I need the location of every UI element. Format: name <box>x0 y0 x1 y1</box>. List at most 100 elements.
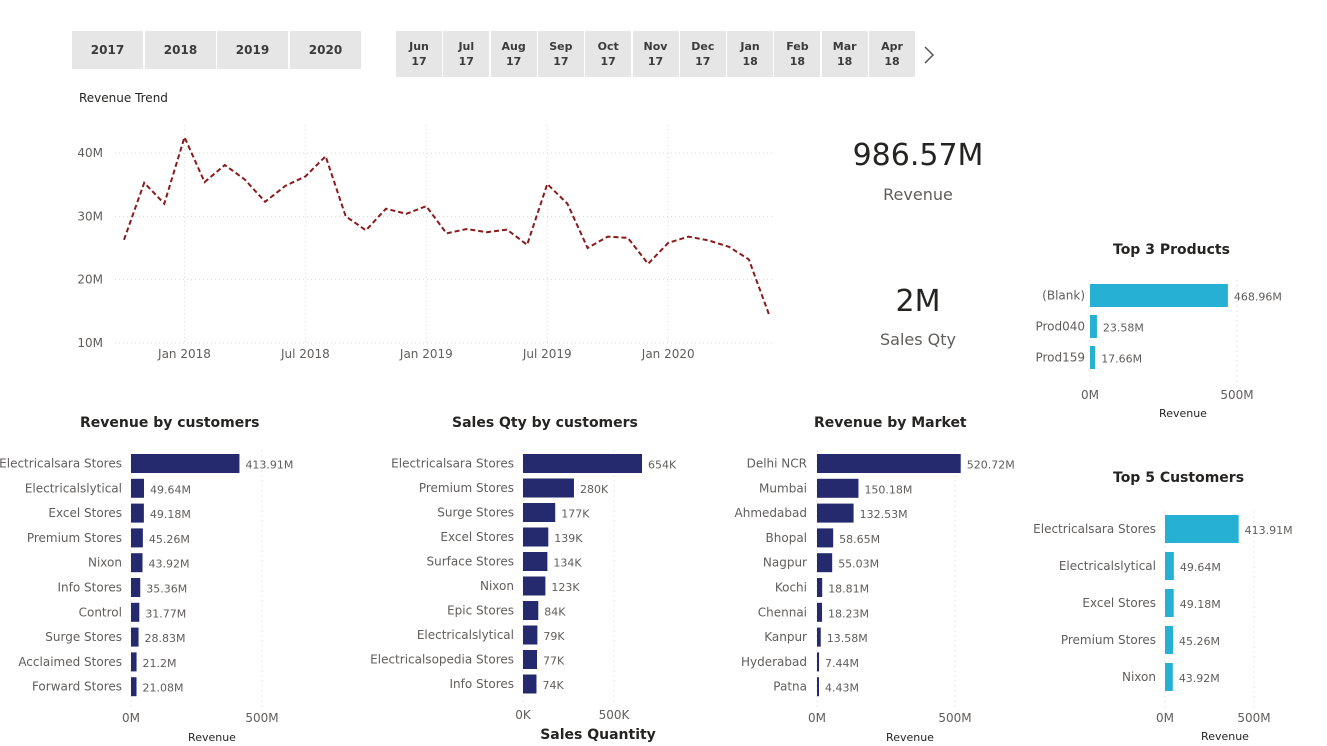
month-button[interactable]: Jul 17 <box>443 31 490 77</box>
data-label: 21.08M <box>143 682 184 695</box>
data-label: 654K <box>648 459 677 472</box>
category-label: Excel Stores <box>1082 596 1156 610</box>
revenue-by-customers-title: Revenue by customers <box>80 415 260 431</box>
category-label: Nixon <box>1122 670 1156 684</box>
revenue-by-market-title: Revenue by Market <box>814 415 967 431</box>
month-button[interactable]: Mar 18 <box>821 31 868 77</box>
category-label: Nixon <box>88 556 122 570</box>
category-label: Delhi NCR <box>747 457 807 471</box>
category-label: Electricalslytical <box>1059 559 1156 573</box>
y-tick-label: 30M <box>77 209 103 223</box>
category-label: Ahmedabad <box>735 506 807 520</box>
data-label: 45.26M <box>1179 635 1220 648</box>
year-button-2017[interactable]: 2017 <box>72 31 143 69</box>
bar <box>131 652 137 672</box>
bar <box>523 576 546 596</box>
month-button[interactable]: Dec 17 <box>679 31 726 77</box>
category-label: Mumbai <box>759 481 807 495</box>
x-tick-label: 500M <box>938 711 971 725</box>
month-button[interactable]: Sep 17 <box>537 31 584 77</box>
data-label: 134K <box>553 557 582 570</box>
bar <box>523 527 549 547</box>
month-button[interactable]: Aug 17 <box>490 31 537 77</box>
year-button-2019[interactable]: 2019 <box>217 31 288 69</box>
bar <box>1090 284 1228 307</box>
month-button[interactable]: Jun 17 <box>396 31 442 77</box>
month-year: 17 <box>505 55 522 68</box>
month-year: 18 <box>837 55 853 68</box>
data-label: 7.44M <box>825 657 859 670</box>
category-label: Kanpur <box>764 630 807 644</box>
category-label: Surge Stores <box>437 506 514 520</box>
kpi-revenue-value: 986.57M <box>852 138 984 173</box>
month-year: 17 <box>411 55 427 68</box>
bar <box>817 553 833 573</box>
category-label: Bhopal <box>766 531 807 545</box>
x-tick-label: 500K <box>599 708 631 722</box>
month-button[interactable]: Nov 17 <box>632 31 679 77</box>
bar <box>131 578 141 597</box>
bar <box>131 627 139 647</box>
data-label: 13.58M <box>827 632 868 645</box>
bar <box>131 602 140 622</box>
data-label: 31.77M <box>145 607 186 620</box>
month-year: 17 <box>600 55 616 68</box>
year-button-2018[interactable]: 2018 <box>145 31 216 69</box>
month-button[interactable]: Feb 18 <box>774 31 821 77</box>
bar <box>131 553 143 573</box>
category-label: Nagpur <box>763 556 807 570</box>
month-button[interactable]: Jan 18 <box>727 31 774 77</box>
data-label: 35.36M <box>146 583 187 596</box>
category-label: Prod159 <box>1035 351 1085 365</box>
year-label: 2018 <box>163 43 198 57</box>
bar <box>523 478 574 498</box>
month-name: Jun <box>409 40 429 53</box>
bar <box>817 677 819 697</box>
data-label: 413.91M <box>1245 524 1293 537</box>
x-tick-label: 0M <box>808 711 826 725</box>
bar <box>1090 346 1096 369</box>
data-label: 79K <box>543 630 565 643</box>
x-tick-label: 0K <box>515 708 532 722</box>
bar <box>1165 626 1174 654</box>
category-label: Info Stores <box>58 581 123 595</box>
bar <box>131 478 145 498</box>
data-label: 132.53M <box>860 508 908 521</box>
x-tick-label: 500M <box>1220 388 1253 402</box>
category-label: Prod040 <box>1035 320 1085 334</box>
data-label: 49.64M <box>1180 561 1221 574</box>
category-label: Premium Stores <box>1061 633 1156 647</box>
bar <box>817 454 961 473</box>
category-label: Excel Stores <box>440 530 514 544</box>
data-label: 43.92M <box>149 558 190 571</box>
x-tick-label: 0M <box>1156 711 1174 725</box>
bar <box>523 625 538 645</box>
bar <box>817 578 823 597</box>
category-label: Surge Stores <box>45 630 122 644</box>
data-label: 58.65M <box>839 533 880 546</box>
bar <box>523 503 556 522</box>
month-button[interactable]: Oct 17 <box>585 31 632 77</box>
x-axis-title: Revenue <box>886 731 934 744</box>
month-name: Jan <box>740 40 760 53</box>
category-label: Premium Stores <box>27 531 122 545</box>
kpi-revenue-label: Revenue <box>883 185 953 204</box>
month-year: 18 <box>884 55 900 68</box>
x-tick-label: 0M <box>1081 388 1099 402</box>
top-5-customers-title: Top 5 Customers <box>1113 470 1245 486</box>
bar <box>131 503 144 523</box>
month-name: Feb <box>786 40 809 53</box>
bar <box>817 602 823 622</box>
year-button-2020[interactable]: 2020 <box>290 31 361 69</box>
data-label: 123K <box>551 581 580 594</box>
chevron-right-icon[interactable] <box>922 44 936 66</box>
category-label: Electricalsara Stores <box>0 457 122 471</box>
month-button[interactable]: Apr 18 <box>869 31 915 77</box>
category-label: Electricalslytical <box>25 481 122 495</box>
category-label: Electricalsara Stores <box>1033 522 1156 536</box>
category-label: (Blank) <box>1042 289 1085 303</box>
month-year: 18 <box>742 55 758 68</box>
month-year: 17 <box>695 55 711 68</box>
revenue-trend-chart: 40M 30M 20M 10M Jan 2018 Jul 2018 Jan 2019 Jul … <box>77 125 775 361</box>
category-label: Info Stores <box>450 677 515 691</box>
